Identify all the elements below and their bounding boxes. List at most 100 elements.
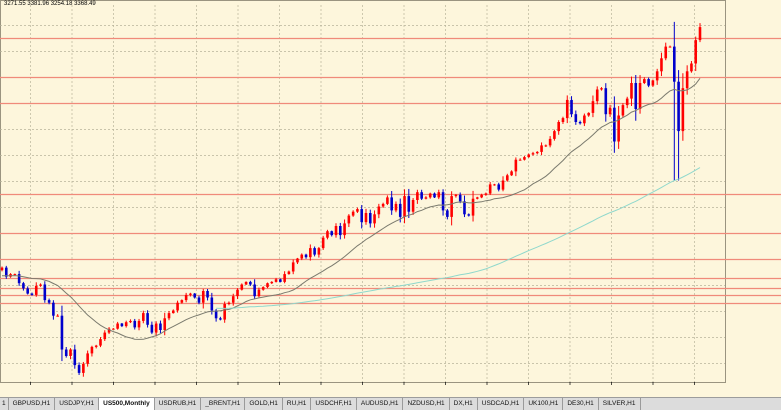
- candle-body: [420, 192, 423, 199]
- candle-body: [531, 153, 535, 155]
- candle-body: [171, 310, 175, 314]
- candle-body: [698, 27, 702, 41]
- candle-body: [13, 274, 17, 276]
- candle-body: [39, 284, 42, 286]
- candle-body: [386, 197, 389, 204]
- candlestick-chart[interactable]: 28 Sep 200731 Mar 200830 Sep 200831 Mar …: [0, 0, 781, 385]
- moving-average-slow-line: [1, 77, 701, 340]
- candle-body: [463, 201, 466, 215]
- candle-body: [647, 79, 650, 86]
- candle-body: [184, 294, 188, 301]
- candle-body: [99, 339, 102, 346]
- candle-body: [142, 313, 145, 321]
- tab-gbpusd-h1[interactable]: GBPUSD,H1: [9, 398, 56, 410]
- candle-body: [655, 71, 659, 81]
- candle-body: [313, 248, 316, 255]
- tab-1[interactable]: 1: [0, 398, 9, 410]
- candle-body: [150, 324, 154, 333]
- tab-usdcad-h1[interactable]: USDCAD,H1: [478, 398, 525, 410]
- candle-body: [437, 192, 441, 198]
- candle-body: [608, 107, 612, 115]
- candle-body: [407, 196, 411, 212]
- candle-body: [411, 200, 415, 212]
- candle-body: [621, 105, 625, 116]
- candle-body: [527, 154, 531, 158]
- tab-audusd-h1[interactable]: AUDUSD,H1: [357, 398, 404, 410]
- candle-body: [206, 291, 209, 298]
- candle-body: [43, 284, 47, 301]
- candle-body: [493, 184, 496, 186]
- candle-body: [390, 197, 393, 211]
- candle-body: [510, 171, 513, 176]
- tab-silver-h1[interactable]: SILVER,H1: [599, 398, 641, 410]
- candle-body: [317, 248, 321, 255]
- candle-body: [587, 112, 590, 116]
- candle-body: [321, 237, 325, 249]
- candle-body: [163, 318, 167, 330]
- candle-body: [553, 131, 556, 139]
- candle-body: [548, 138, 552, 146]
- candle-body: [296, 258, 299, 263]
- candle-body: [480, 194, 483, 198]
- candle-body: [133, 320, 137, 328]
- candle-body: [30, 293, 34, 295]
- tab-uk100-h1[interactable]: UK100,H1: [524, 398, 564, 410]
- candle-body: [304, 254, 308, 258]
- candle-body: [231, 296, 235, 303]
- candle-body: [77, 365, 81, 373]
- candle-body: [360, 209, 364, 223]
- candle-body: [17, 274, 21, 284]
- candle-body: [270, 281, 274, 284]
- candle-body: [112, 328, 115, 330]
- candle-body: [189, 293, 192, 295]
- candle-body: [428, 193, 432, 198]
- candle-body: [604, 88, 608, 115]
- candle-body: [561, 118, 565, 122]
- candle-body: [497, 184, 501, 190]
- candle-body: [334, 226, 338, 236]
- candle-body: [398, 203, 402, 217]
- candle-body: [343, 223, 346, 236]
- tab-nzdusd-h1[interactable]: NZDUSD,H1: [403, 398, 450, 410]
- tab-de30-h1[interactable]: DE30,H1: [563, 398, 599, 410]
- candle-body: [377, 206, 381, 215]
- candle-body: [223, 304, 226, 320]
- tab-us500-monthly[interactable]: US500,Monthly: [99, 398, 155, 410]
- candle-body: [22, 283, 25, 289]
- candle-body: [424, 197, 428, 199]
- candle-body: [26, 288, 29, 294]
- candle-body: [73, 349, 77, 366]
- tab-brent-h1[interactable]: _BRENT,H1: [201, 398, 246, 410]
- candle-body: [309, 248, 312, 258]
- candle-body: [266, 283, 269, 288]
- candle-body: [338, 226, 342, 236]
- candle-body: [630, 83, 633, 99]
- tab-usdrub-h1[interactable]: USDRUB,H1: [155, 398, 202, 410]
- candle-body: [129, 320, 132, 323]
- tab-dx-h1[interactable]: DX,H1: [450, 398, 478, 410]
- candle-body: [540, 145, 543, 152]
- candle-body: [368, 213, 372, 224]
- candle-body: [574, 114, 578, 122]
- candle-body: [364, 213, 368, 223]
- candle-body: [249, 281, 252, 285]
- candle-body: [544, 145, 548, 147]
- candle-body: [518, 159, 522, 161]
- tab-gold-h1[interactable]: GOLD,H1: [245, 398, 283, 410]
- candle-body: [484, 193, 488, 195]
- tab-usdjpy-h1[interactable]: USDJPY,H1: [55, 398, 100, 410]
- candle-body: [82, 363, 85, 373]
- tab-ru-h1[interactable]: RU,H1: [283, 398, 312, 410]
- candle-body: [167, 313, 171, 319]
- candle-body: [476, 197, 479, 199]
- tab-usdchf-h1[interactable]: USDCHF,H1: [311, 398, 357, 410]
- candle-body: [433, 193, 436, 198]
- candle-body: [351, 211, 355, 216]
- candle-body: [403, 196, 406, 217]
- candle-body: [450, 196, 453, 217]
- plot-border: [0, 0, 726, 383]
- chart-area[interactable]: 28 Sep 200731 Mar 200830 Sep 200831 Mar …: [0, 0, 781, 385]
- candle-body: [287, 271, 291, 275]
- candle-body: [578, 122, 582, 124]
- candle-body: [595, 89, 599, 102]
